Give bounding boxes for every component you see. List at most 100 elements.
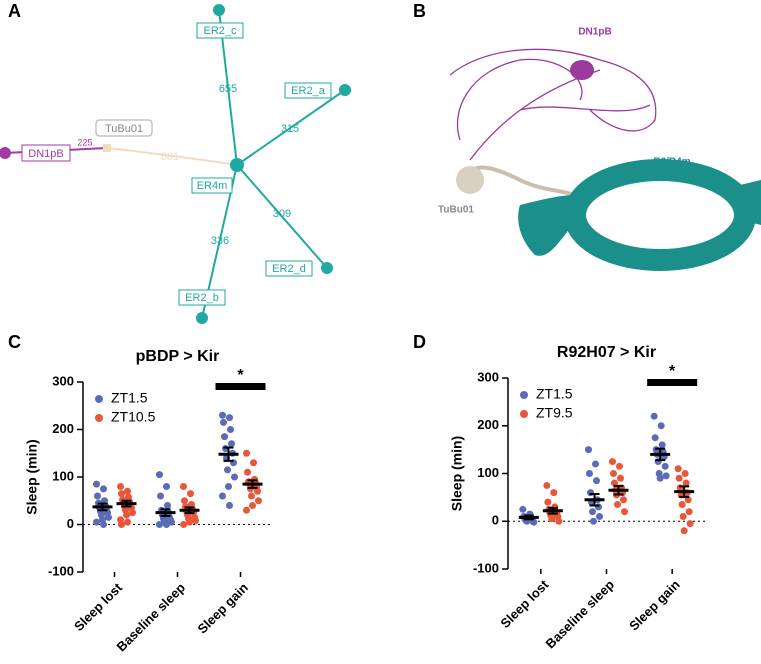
y-tick-label: 200 xyxy=(477,417,499,432)
data-point xyxy=(93,480,100,488)
data-point xyxy=(100,485,107,493)
data-point xyxy=(658,441,666,449)
data-point xyxy=(192,517,199,525)
y-tick-label: -100 xyxy=(473,560,499,575)
y-tick-label: 0 xyxy=(67,516,74,531)
node xyxy=(339,84,351,96)
node-box xyxy=(21,144,71,162)
data-point xyxy=(244,468,251,476)
node xyxy=(321,262,333,274)
significance-bar xyxy=(215,383,266,390)
y-tick-label: 100 xyxy=(52,468,74,483)
data-point xyxy=(610,470,617,477)
edge-weight: 225 xyxy=(77,137,92,147)
panel-label: D xyxy=(413,332,426,352)
x-tick-label: Sleep lost xyxy=(497,576,552,631)
node xyxy=(230,158,244,172)
legend-marker xyxy=(95,395,103,403)
node-box xyxy=(95,119,153,137)
data-point xyxy=(254,487,261,495)
node xyxy=(103,144,111,152)
chart-title: R92H07 > Kir xyxy=(557,344,656,361)
panel-b: B DN1pB R2/R4m TuBu01 xyxy=(413,1,761,271)
data-point xyxy=(617,474,624,482)
data-point xyxy=(105,513,112,521)
data-point xyxy=(609,458,616,466)
data-point xyxy=(100,521,107,528)
structure-label: TuBu01 xyxy=(438,205,474,216)
node-box xyxy=(265,260,313,277)
data-point xyxy=(255,497,262,505)
data-point xyxy=(250,459,257,467)
node-label: ER2_a xyxy=(291,85,326,97)
legend-label: ZT9.5 xyxy=(536,405,573,421)
legend-marker xyxy=(95,414,103,422)
significance-bar xyxy=(647,379,698,386)
node-label: TuBu01 xyxy=(105,123,143,135)
neuron-dn1pb xyxy=(449,48,657,161)
data-point xyxy=(94,492,101,500)
node-label: ER2_c xyxy=(203,25,237,37)
data-point xyxy=(163,483,170,490)
data-point xyxy=(163,521,170,528)
y-tick-label: 300 xyxy=(52,373,74,388)
y-tick-label: 0 xyxy=(492,513,499,528)
data-point xyxy=(679,512,687,520)
neuron-r2r4m xyxy=(564,159,756,271)
structure-label: DN1pB xyxy=(578,27,611,38)
node xyxy=(196,312,208,324)
data-point xyxy=(124,518,131,526)
data-point xyxy=(548,515,556,523)
panel-label: A xyxy=(8,1,21,21)
data-point xyxy=(93,518,100,526)
data-point xyxy=(220,418,227,426)
data-point xyxy=(164,502,171,509)
data-point xyxy=(226,414,233,422)
data-point xyxy=(118,521,125,528)
data-point xyxy=(248,492,255,500)
y-tick-label: 300 xyxy=(477,369,499,384)
data-point xyxy=(181,497,188,505)
data-point xyxy=(595,503,602,511)
node-label: ER4m xyxy=(197,180,228,192)
x-tick-label: Baseline sleep xyxy=(543,577,618,652)
data-point xyxy=(657,422,665,430)
significance-label: * xyxy=(237,367,244,384)
data-point xyxy=(156,521,163,528)
data-point xyxy=(661,462,669,470)
node xyxy=(0,147,11,159)
node-box xyxy=(178,289,226,306)
data-point xyxy=(685,508,693,516)
data-point xyxy=(124,487,131,495)
data-point xyxy=(678,501,686,509)
data-point xyxy=(187,490,194,498)
data-point xyxy=(180,483,187,490)
edge-weight: 315 xyxy=(281,123,299,135)
data-point xyxy=(231,473,238,481)
data-point xyxy=(544,498,552,506)
y-tick-label: 100 xyxy=(477,465,499,480)
data-point xyxy=(550,489,558,497)
edge-weight: 655 xyxy=(219,83,237,95)
data-point xyxy=(543,481,551,489)
data-point xyxy=(656,474,664,482)
data-point xyxy=(118,490,125,498)
data-point xyxy=(684,496,692,504)
data-point xyxy=(156,471,163,479)
data-point xyxy=(228,440,235,448)
data-point xyxy=(674,465,682,473)
data-point xyxy=(117,483,124,490)
data-point xyxy=(123,511,130,519)
data-point xyxy=(243,506,250,514)
data-point xyxy=(224,466,231,474)
legend-label: ZT10.5 xyxy=(111,409,156,425)
data-point xyxy=(227,426,234,433)
data-point xyxy=(593,477,600,485)
data-point xyxy=(519,505,527,513)
edge xyxy=(236,89,346,166)
x-tick-label: Sleep lost xyxy=(71,579,126,634)
data-point xyxy=(186,518,193,526)
data-point xyxy=(620,496,627,504)
data-point xyxy=(621,508,628,516)
